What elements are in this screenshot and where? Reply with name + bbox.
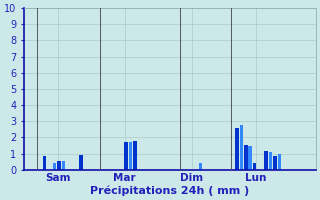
Bar xyxy=(235,128,239,170)
Bar xyxy=(62,161,65,170)
Bar xyxy=(199,163,202,170)
Bar xyxy=(278,154,281,170)
Bar xyxy=(57,161,61,170)
Bar xyxy=(253,163,256,170)
Bar xyxy=(43,156,46,170)
Bar xyxy=(124,142,128,170)
Bar xyxy=(133,141,137,170)
Bar xyxy=(129,142,132,170)
X-axis label: Précipitations 24h ( mm ): Précipitations 24h ( mm ) xyxy=(90,185,250,196)
Bar xyxy=(248,146,252,170)
Bar xyxy=(265,151,268,170)
Bar xyxy=(269,152,272,170)
Bar xyxy=(244,145,248,170)
Bar xyxy=(240,125,243,170)
Bar xyxy=(53,163,56,170)
Bar xyxy=(273,156,277,170)
Bar xyxy=(79,155,83,170)
